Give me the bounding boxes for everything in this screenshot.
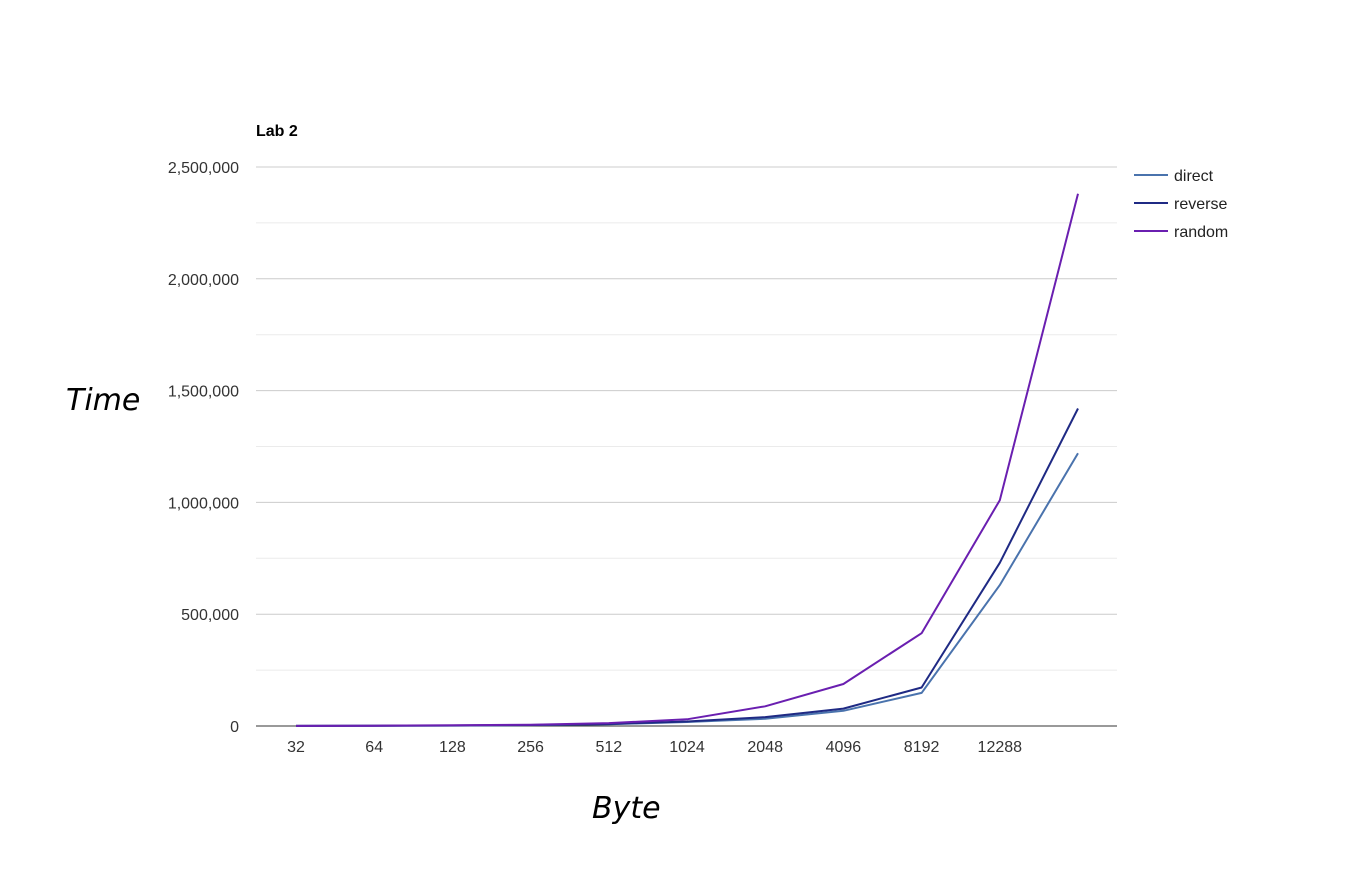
- x-tick-label: 128: [439, 739, 466, 756]
- x-tick-label: 4096: [826, 739, 862, 756]
- legend-label-reverse: reverse: [1174, 196, 1227, 213]
- y-tick-label: 1,500,000: [168, 384, 239, 401]
- x-tick-label: 2048: [747, 739, 783, 756]
- series-line-direct: [295, 452, 1079, 727]
- y-axis-title: Time: [66, 383, 140, 418]
- legend: direct reverse random: [1134, 168, 1228, 241]
- x-tick-label: 512: [595, 739, 622, 756]
- y-tick-label: 2,000,000: [168, 272, 239, 289]
- series-line-random: [295, 193, 1079, 727]
- x-tick-label: 1024: [669, 739, 705, 756]
- series-lines: [295, 193, 1079, 727]
- x-axis-ticks: 32 64 128 256 512 1024 2048 4096 8192 12288: [287, 739, 1022, 756]
- legend-label-direct: direct: [1174, 168, 1214, 185]
- y-tick-label: 500,000: [181, 607, 239, 624]
- legend-label-random: random: [1174, 224, 1228, 241]
- y-tick-label: 0: [230, 719, 239, 736]
- x-tick-label: 32: [287, 739, 305, 756]
- x-tick-label: 12288: [978, 739, 1023, 756]
- x-tick-label: 256: [517, 739, 544, 756]
- gridlines: [256, 166, 1117, 671]
- y-tick-label: 1,000,000: [168, 495, 239, 512]
- y-tick-label: 2,500,000: [168, 160, 239, 177]
- y-axis-ticks: 0 500,000 1,000,000 1,500,000 2,000,000 2,500…: [168, 160, 239, 736]
- x-tick-label: 8192: [904, 739, 940, 756]
- chart-title: Lab 2: [256, 123, 298, 140]
- x-tick-label: 64: [365, 739, 383, 756]
- x-axis-title: Byte: [592, 791, 661, 826]
